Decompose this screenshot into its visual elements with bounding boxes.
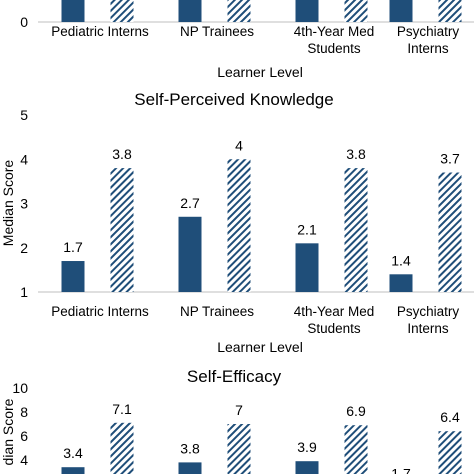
panel2-category-label: Students bbox=[307, 321, 361, 336]
panel1-bar-post bbox=[344, 0, 368, 22]
panel2-bar-pre bbox=[61, 261, 85, 292]
panel1-category-label: 4th-Year Med bbox=[294, 24, 375, 39]
panel2-y-tick-label: 1 bbox=[20, 284, 28, 300]
panel1-category-label: Pediatric Interns bbox=[51, 24, 149, 39]
panel1-y-tick-label: 0 bbox=[20, 14, 28, 30]
panel2-data-label: 2.7 bbox=[180, 195, 200, 211]
panel2-category-label: NP Trainees bbox=[180, 304, 254, 319]
panel1-x-axis-title: Learner Level bbox=[217, 64, 303, 80]
panel1-category-label: Students bbox=[307, 41, 361, 56]
panel3-y-axis-title: dian Score bbox=[0, 398, 16, 465]
panel2-data-label: 1.7 bbox=[63, 239, 83, 255]
panel1-bar-post bbox=[438, 0, 462, 22]
panel2-bar-post bbox=[110, 168, 134, 292]
panel3-data-label: 7 bbox=[235, 402, 243, 418]
panel2-category-label: Psychiatry bbox=[397, 304, 460, 319]
panel3-bar-post bbox=[110, 422, 134, 474]
panel3-y-tick-label: 4 bbox=[20, 452, 28, 468]
panel1-bar-pre bbox=[295, 0, 319, 22]
panel3-data-label: 6.4 bbox=[440, 409, 460, 425]
panel3-y-tick-label: 6 bbox=[20, 428, 28, 444]
panel1-bar-pre bbox=[389, 0, 413, 22]
panel3-y-tick-label: 10 bbox=[12, 380, 28, 396]
panel2-chart-title: Self-Perceived Knowledge bbox=[134, 90, 333, 109]
panel2-category-label: Pediatric Interns bbox=[51, 304, 149, 319]
panel2-bar-pre bbox=[389, 274, 413, 292]
panel3-data-label: 6.9 bbox=[346, 403, 366, 419]
panel2-bar-pre bbox=[295, 243, 319, 292]
panel2-data-label: 3.8 bbox=[112, 146, 132, 162]
panel1-category-label: Interns bbox=[407, 41, 449, 56]
panel2-bar-post bbox=[344, 168, 368, 292]
panel3-y-tick-label: 8 bbox=[20, 404, 28, 420]
panel2-data-label: 1.4 bbox=[391, 252, 411, 268]
panel2-y-axis-title: Median Score bbox=[0, 160, 16, 247]
panel3-bar-pre bbox=[178, 462, 202, 474]
panel3-bar-pre bbox=[61, 467, 85, 474]
panel2-bar-post bbox=[227, 159, 251, 292]
panel3-data-label: 3.9 bbox=[297, 439, 317, 455]
panel2-category-label: Interns bbox=[407, 321, 449, 336]
panel1-bar-post bbox=[227, 0, 251, 22]
panel3-data-label: 3.4 bbox=[63, 445, 83, 461]
panel1-bar-pre bbox=[61, 0, 85, 22]
panel3-chart-title: Self-Efficacy bbox=[187, 367, 282, 386]
panel3-data-label: 7.1 bbox=[112, 401, 132, 417]
panel1-bar-post bbox=[110, 0, 134, 22]
panel3-data-label: 3.8 bbox=[180, 440, 200, 456]
panel3-data-label: 1.7 bbox=[391, 466, 411, 474]
panel2-category-label: 4th-Year Med bbox=[294, 304, 375, 319]
panel1-category-label: Psychiatry bbox=[397, 24, 460, 39]
panel3-bar-post bbox=[227, 424, 251, 474]
panel2-bar-pre bbox=[178, 216, 202, 292]
panel2-y-tick-label: 5 bbox=[20, 107, 28, 123]
panel2-data-label: 3.7 bbox=[440, 151, 460, 167]
panel2-data-label: 3.8 bbox=[346, 146, 366, 162]
panel2-bar-post bbox=[438, 172, 462, 292]
panel2-x-axis-title: Learner Level bbox=[217, 339, 303, 355]
panel1-category-label: NP Trainees bbox=[180, 24, 254, 39]
panel2-y-tick-label: 2 bbox=[20, 240, 28, 256]
panel3-bar-post bbox=[344, 425, 368, 474]
panel1-bar-pre bbox=[178, 0, 202, 22]
panel2-y-tick-label: 4 bbox=[20, 151, 28, 167]
panel2-data-label: 2.1 bbox=[297, 221, 317, 237]
panel3-bar-post bbox=[438, 431, 462, 474]
panel2-y-tick-label: 3 bbox=[20, 196, 28, 212]
panel3-bar-pre bbox=[295, 461, 319, 474]
panel2-data-label: 4 bbox=[235, 137, 243, 153]
